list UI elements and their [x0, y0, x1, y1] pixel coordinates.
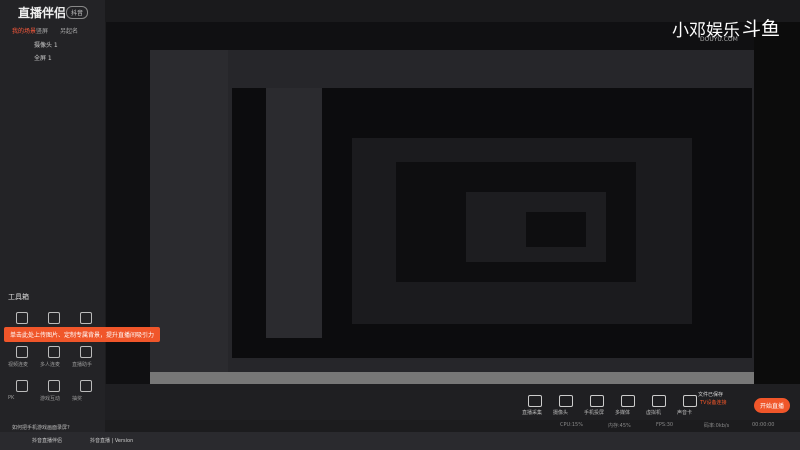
taskbar-window[interactable]: 抖音直播伴侣: [32, 438, 63, 444]
watermark-name: 小邓娱乐: [672, 21, 740, 41]
source-item[interactable]: 摄像头 1: [34, 42, 58, 49]
tool-icon[interactable]: [80, 346, 92, 358]
left-panel: [0, 0, 105, 432]
toolbar-icon[interactable]: [590, 395, 604, 407]
toolbar-label[interactable]: 声音卡: [677, 410, 693, 416]
source-item[interactable]: 全屏 1: [34, 55, 52, 62]
taskbar-hint[interactable]: 如何把手机游戏画面录屏?: [12, 425, 70, 431]
tool-icon[interactable]: [48, 346, 60, 358]
saved-note: 文件已保存: [698, 392, 724, 398]
toolbar-label[interactable]: 虚拟机: [646, 410, 662, 416]
toolbar-label[interactable]: 摄像头: [553, 410, 569, 416]
tool-icon[interactable]: [16, 380, 28, 392]
tool-label[interactable]: 抽奖: [72, 396, 83, 402]
toolbar-icon[interactable]: [621, 395, 635, 407]
tool-label[interactable]: 多人连麦: [40, 362, 61, 368]
stat: CPU:15%: [560, 422, 583, 428]
taskbar-window[interactable]: 抖音直播 | Version: [90, 438, 134, 444]
toolbar-icon[interactable]: [683, 395, 697, 407]
device-link[interactable]: TV设备连接: [700, 400, 727, 406]
tool-icon[interactable]: [48, 312, 60, 324]
tool-icon[interactable]: [80, 312, 92, 324]
tool-label[interactable]: 视频连麦: [8, 362, 29, 368]
scene-tab[interactable]: 另起名: [60, 28, 79, 35]
toolbar-label[interactable]: 手机投屏: [584, 410, 605, 416]
start-button[interactable]: 开始直播: [754, 398, 791, 413]
tool-label[interactable]: 游戏互动: [40, 396, 61, 402]
scene-tab[interactable]: 我的场景: [12, 28, 37, 35]
watermark-site: DOUYU.COM: [700, 36, 738, 43]
toolbar-icon[interactable]: [559, 395, 573, 407]
stat: FPS:30: [656, 422, 674, 428]
tool-icon[interactable]: [16, 346, 28, 358]
tool-label[interactable]: 直播助手: [72, 362, 93, 368]
preview: [106, 22, 754, 384]
badge: 抖音: [66, 6, 89, 19]
toolbar-label[interactable]: 多媒体: [615, 410, 631, 416]
right-strip: [754, 22, 800, 384]
tool-icon[interactable]: [80, 380, 92, 392]
bottom-bar: [105, 384, 800, 420]
watermark-brand: 斗鱼: [742, 18, 781, 40]
tool-label[interactable]: PK: [8, 395, 15, 401]
toolbox-title: 工具箱: [8, 293, 29, 301]
stat: 码率:0kb/s: [704, 423, 730, 429]
tool-icon[interactable]: [48, 380, 60, 392]
logo: 直播伴侣: [18, 6, 67, 20]
scene-tab[interactable]: 竖屏: [36, 28, 49, 35]
toolbar-label[interactable]: 直播采集: [522, 410, 543, 416]
tooltip: 单击此处上传图片、定制专属背景，提升直播间吸引力: [4, 327, 161, 342]
toolbar-icon[interactable]: [652, 395, 666, 407]
topbar: [105, 0, 800, 22]
stat: 内存:45%: [608, 423, 631, 429]
stat: 00:00:00: [752, 422, 775, 428]
tool-icon[interactable]: [16, 312, 28, 324]
toolbar-icon[interactable]: [528, 395, 542, 407]
taskbar: [0, 432, 800, 450]
